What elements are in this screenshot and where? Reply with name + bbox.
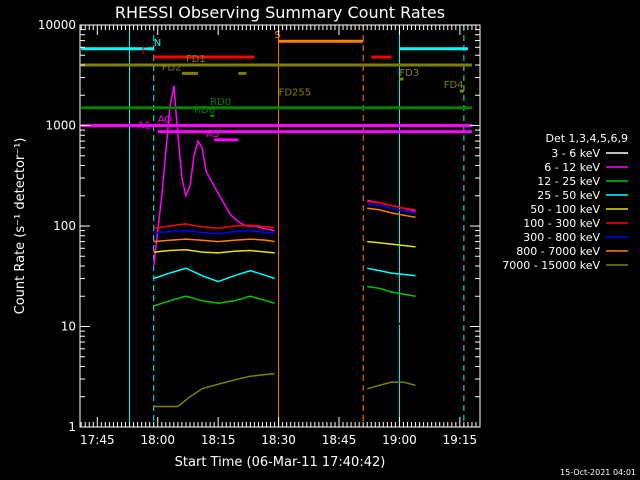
series-line-3-0 xyxy=(153,267,275,283)
series-line-5-0 xyxy=(153,223,275,229)
series-line-2-1 xyxy=(367,285,416,297)
series-line-5-1 xyxy=(367,200,416,211)
flag-label-6: FD4 xyxy=(444,80,464,91)
y-tick-label-0: 1 xyxy=(68,420,76,434)
chart-title: RHESSI Observing Summary Count Rates xyxy=(115,3,445,22)
y-tick-label-2: 100 xyxy=(53,219,76,233)
y-tick-label-3: 1000 xyxy=(45,119,76,133)
legend-label-3: 25 - 50 keV xyxy=(537,189,600,202)
y-tick-label-4: 10000 xyxy=(38,18,76,32)
series-line-7-0 xyxy=(153,238,275,243)
series-group xyxy=(152,85,416,408)
legend-label-7: 800 - 7000 keV xyxy=(516,245,600,258)
flag-label-0: N xyxy=(154,38,161,49)
flag-label-8: RD0 xyxy=(210,97,231,108)
x-tick-label-1: 18:00 xyxy=(140,433,175,447)
x-axis-label: Start Time (06-Mar-11 17:40:42) xyxy=(175,455,386,470)
series-line-7-1 xyxy=(367,207,416,219)
flag-label-10: AO xyxy=(158,115,173,126)
flag-label-1: S xyxy=(275,30,281,41)
flag-label-11: A1 xyxy=(138,121,151,132)
x-tick-label-5: 19:00 xyxy=(382,433,417,447)
x-tick-label-4: 18:45 xyxy=(322,433,357,447)
x-tick-label-3: 18:30 xyxy=(261,433,296,447)
timestamp: 15-Oct-2021 04:01 xyxy=(560,468,636,477)
legend-label-0: 3 - 6 keV xyxy=(551,147,600,160)
series-line-2-0 xyxy=(153,295,275,307)
time-markers xyxy=(129,25,465,427)
flag-label-12: A3 xyxy=(206,129,219,140)
series-line-0-0 xyxy=(153,330,275,343)
y-tick-label-1: 10 xyxy=(61,320,76,334)
series-line-8-0 xyxy=(153,372,275,408)
flag-label-5: FD3 xyxy=(399,68,419,79)
flag-label-4: FD2 xyxy=(162,62,182,73)
y-axis-label: Count Rate (s⁻¹ detector⁻¹) xyxy=(13,138,28,315)
flag-label-7: FD255 xyxy=(279,88,312,99)
series-line-8-1 xyxy=(366,381,416,390)
legend-label-8: 7000 - 15000 keV xyxy=(502,259,600,272)
legend-label-5: 100 - 300 keV xyxy=(523,217,600,230)
legend-label-1: 6 - 12 keV xyxy=(544,161,600,174)
flag-label-9: RD6 xyxy=(194,105,215,116)
x-tick-label-0: 17:45 xyxy=(80,433,115,447)
plot-frame xyxy=(79,24,481,428)
flag-label-3: FD1 xyxy=(186,54,206,65)
x-tick-label-2: 18:15 xyxy=(201,433,236,447)
series-line-4-0 xyxy=(153,249,275,254)
series-line-6-1 xyxy=(367,203,416,214)
legend-label-6: 300 - 800 keV xyxy=(523,231,600,244)
legend-label-4: 50 - 100 keV xyxy=(530,203,600,216)
legend-title: Det 1,3,4,5,6,9 xyxy=(545,132,628,145)
series-line-3-1 xyxy=(367,267,416,277)
x-axis-ticks: 17:45 18:00 18:15 18:30 18:45 19:00 19:15 xyxy=(80,25,481,447)
series-line-0-1 xyxy=(366,317,416,337)
x-tick-label-6: 19:15 xyxy=(443,433,478,447)
series-line-4-1 xyxy=(367,240,416,248)
series-line-6-0 xyxy=(153,229,275,235)
legend-label-2: 12 - 25 keV xyxy=(537,175,600,188)
flag-label-2: F xyxy=(142,46,148,57)
